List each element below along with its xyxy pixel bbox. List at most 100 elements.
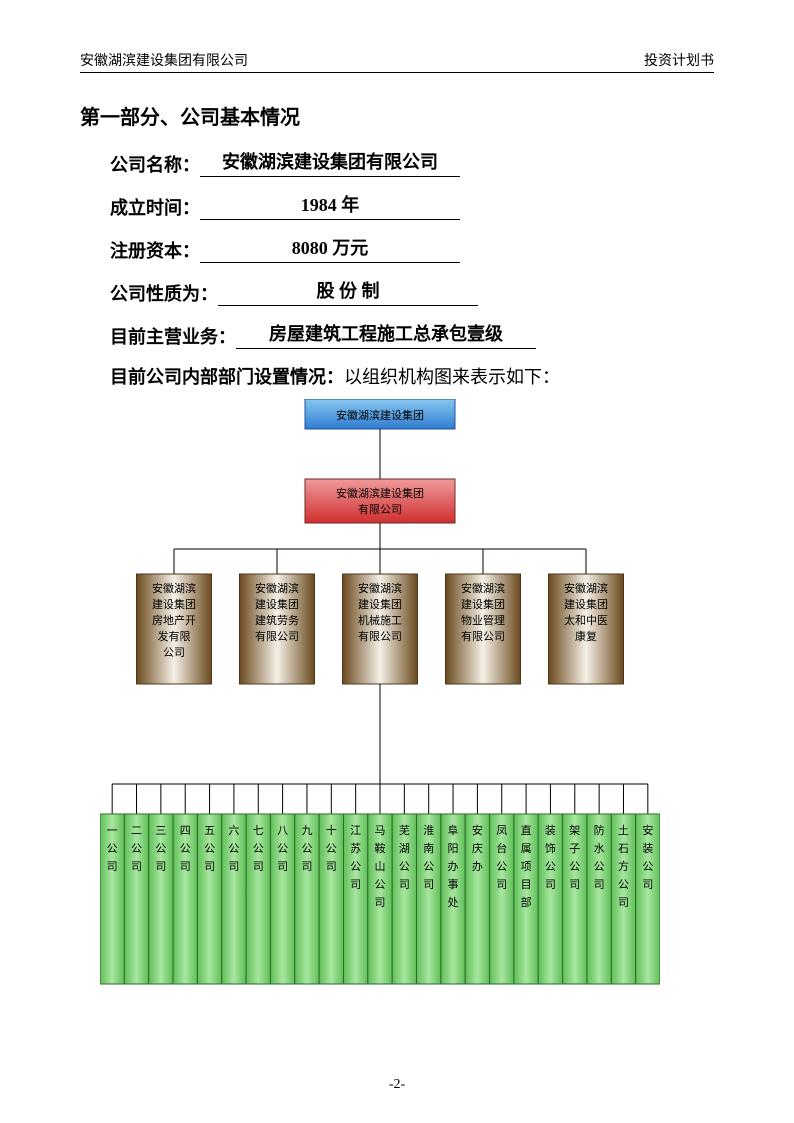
- org-leaf-label: 阜: [448, 824, 459, 837]
- org-sub-label: 安徽湖滨: [564, 581, 608, 595]
- field-label: 目前主营业务：: [110, 323, 236, 349]
- org-mid-box: [305, 479, 455, 523]
- org-leaf-label: 湖: [399, 842, 410, 855]
- org-leaf-label: 鞍: [375, 841, 386, 855]
- org-leaf-box: [417, 814, 441, 984]
- org-sub-label: 有限公司: [461, 629, 505, 643]
- field-row: 公司名称：安徽湖滨建设集团有限公司: [110, 148, 714, 177]
- org-leaf-label: 公: [618, 879, 629, 891]
- org-leaf-label: 二: [131, 825, 142, 837]
- org-leaf-label: 司: [375, 897, 386, 909]
- org-mid-label: 安徽湖滨建设集团: [336, 486, 424, 500]
- org-leaf-label: 公: [375, 879, 386, 891]
- field-value: 8080 万元: [200, 234, 460, 263]
- org-leaf-box: [319, 814, 343, 984]
- org-leaf-box: [392, 814, 416, 984]
- org-leaf-label: 装: [545, 824, 556, 837]
- org-leaf-label: 公: [253, 843, 264, 855]
- org-leaf-label: 公: [594, 861, 605, 873]
- org-leaf-label: 司: [253, 861, 264, 873]
- org-sub-label: 有限公司: [358, 629, 402, 643]
- org-leaf-label: 十: [326, 823, 337, 837]
- org-leaf-label: 司: [642, 879, 653, 891]
- org-leaf-label: 公: [545, 861, 556, 873]
- org-leaf-box: [124, 814, 148, 984]
- org-leaf-label: 六: [228, 824, 239, 837]
- org-leaf-box: [100, 814, 124, 984]
- org-leaf-label: 公: [131, 843, 142, 855]
- org-leaf-label: 装: [642, 842, 653, 855]
- org-leaf-label: 公: [107, 843, 118, 855]
- org-leaf-label: 司: [277, 861, 288, 873]
- field-value: 安徽湖滨建设集团有限公司: [200, 148, 460, 177]
- org-sub-label: 安徽湖滨: [358, 581, 402, 595]
- org-sub-label: 建设集团: [255, 597, 299, 611]
- org-leaf-label: 公: [399, 861, 410, 873]
- org-leaf-label: 安: [642, 823, 653, 837]
- org-leaf-box: [465, 814, 489, 984]
- org-sub-label: 建设集团: [358, 597, 402, 611]
- org-leaf-box: [222, 814, 246, 984]
- org-leaf-label: 方: [618, 859, 629, 873]
- field-row: 公司性质为：股 份 制: [110, 277, 714, 306]
- org-leaf-label: 凤: [496, 824, 507, 837]
- field-label: 成立时间：: [110, 194, 200, 220]
- org-leaf-label: 公: [228, 843, 239, 855]
- org-leaf-label: 八: [277, 825, 288, 837]
- org-leaf-label: 公: [569, 861, 580, 873]
- org-chart: 安徽湖滨建设集团安徽湖滨建设集团有限公司安徽湖滨建设集团房地产开发有限公司安徽湖…: [100, 399, 660, 1019]
- org-sub-label: 建设集团: [152, 597, 196, 611]
- org-leaf-label: 司: [155, 861, 166, 873]
- org-leaf-label: 公: [204, 843, 215, 855]
- org-leaf-box: [538, 814, 562, 984]
- org-leaf-label: 公: [180, 843, 191, 855]
- org-leaf-label: 司: [204, 861, 215, 873]
- org-sub-label: 建设集团: [461, 597, 505, 611]
- org-leaf-label: 五: [204, 825, 215, 837]
- field-row: 目前主营业务：房屋建筑工程施工总承包壹级: [110, 320, 714, 349]
- field-value: 股 份 制: [218, 277, 478, 306]
- org-leaf-label: 处: [448, 896, 459, 909]
- org-structure-desc: 目前公司内部部门设置情况：以组织机构图来表示如下：: [110, 363, 714, 389]
- org-leaf-box: [173, 814, 197, 984]
- org-leaf-label: 目: [521, 879, 532, 891]
- org-leaf-label: 办: [472, 860, 483, 873]
- org-leaf-label: 公: [155, 843, 166, 855]
- org-leaf-label: 司: [228, 861, 239, 873]
- org-leaf-label: 芜: [399, 823, 410, 837]
- org-sub-label: 房地产开: [152, 613, 196, 627]
- org-sub-label: 物业管理: [461, 613, 505, 627]
- org-leaf-label: 一: [107, 825, 118, 837]
- org-leaf-label: 部: [521, 895, 532, 909]
- org-leaf-label: 安: [472, 823, 483, 837]
- org-leaf-label: 石: [618, 843, 629, 855]
- org-leaf-label: 司: [496, 879, 507, 891]
- field-label: 公司性质为：: [110, 280, 218, 306]
- org-leaf-label: 南: [423, 842, 434, 855]
- org-sub-label: 建设集团: [564, 597, 608, 611]
- org-leaf-label: 防: [594, 823, 605, 837]
- org-sub-label: 公司: [163, 647, 185, 659]
- org-leaf-label: 司: [545, 879, 556, 891]
- org-leaf-label: 司: [399, 879, 410, 891]
- org-sub-label: 安徽湖滨: [255, 581, 299, 595]
- org-leaf-label: 司: [326, 861, 337, 873]
- org-sub-label: 机械施工: [358, 613, 402, 627]
- org-sub-label: 安徽湖滨: [461, 581, 505, 595]
- org-leaf-label: 台: [496, 841, 507, 855]
- org-leaf-box: [343, 814, 367, 984]
- org-leaf-label: 司: [107, 861, 118, 873]
- org-leaf-label: 苏: [350, 842, 361, 855]
- org-leaf-label: 水: [594, 842, 605, 855]
- org-sub-label: 太和中医: [564, 614, 608, 627]
- page-number: -2-: [0, 1077, 794, 1093]
- org-leaf-label: 司: [180, 861, 191, 873]
- org-leaf-label: 公: [277, 843, 288, 855]
- org-leaf-box: [295, 814, 319, 984]
- field-value: 1984 年: [200, 191, 460, 220]
- section-title: 第一部分、公司基本情况: [80, 101, 714, 130]
- org-leaf-label: 子: [569, 842, 580, 855]
- org-leaf-label: 九: [301, 824, 312, 837]
- org-leaf-label: 七: [253, 824, 264, 837]
- org-sub-label: 安徽湖滨: [152, 581, 196, 595]
